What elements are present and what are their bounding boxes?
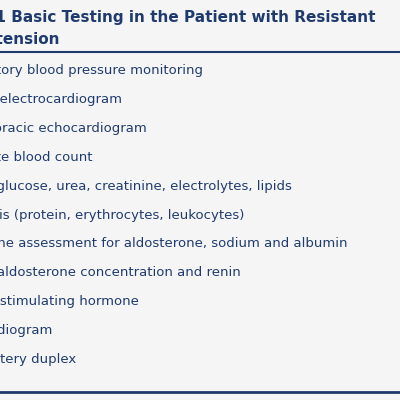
- Text: Fasting glucose, urea, creatinine, electrolytes, lipids: Fasting glucose, urea, creatinine, elect…: [0, 180, 292, 193]
- Text: 12-lead electrocardiogram: 12-lead electrocardiogram: [0, 93, 122, 106]
- Text: Hypertension: Hypertension: [0, 32, 60, 47]
- Text: Urinalysis (protein, erythrocytes, leukocytes): Urinalysis (protein, erythrocytes, leuko…: [0, 208, 244, 222]
- Text: Ambulatory blood pressure monitoring: Ambulatory blood pressure monitoring: [0, 64, 203, 77]
- Text: Renal artery duplex: Renal artery duplex: [0, 353, 76, 366]
- Text: Echocardiogram: Echocardiogram: [0, 324, 53, 337]
- Text: Table 1 Basic Testing in the Patient with Resistant: Table 1 Basic Testing in the Patient wit…: [0, 10, 376, 25]
- Text: Spot urine assessment for aldosterone, sodium and albumin: Spot urine assessment for aldosterone, s…: [0, 238, 348, 250]
- Text: Plasma aldosterone concentration and renin: Plasma aldosterone concentration and ren…: [0, 266, 241, 279]
- Text: Transthoracic echocardiogram: Transthoracic echocardiogram: [0, 122, 147, 135]
- Text: Thyroid-stimulating hormone: Thyroid-stimulating hormone: [0, 295, 139, 308]
- Text: Complete blood count: Complete blood count: [0, 151, 92, 164]
